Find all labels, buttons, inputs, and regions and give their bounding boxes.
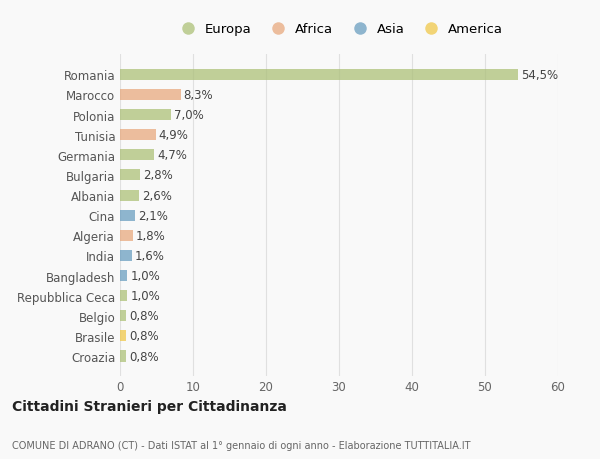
Text: 4,7%: 4,7% <box>157 149 187 162</box>
Text: 1,6%: 1,6% <box>134 249 164 263</box>
Bar <box>120 110 171 121</box>
Text: 0,8%: 0,8% <box>129 350 158 363</box>
Legend: Europa, Africa, Asia, America: Europa, Africa, Asia, America <box>175 23 503 36</box>
Text: 1,0%: 1,0% <box>130 290 160 302</box>
Bar <box>120 90 181 101</box>
Bar <box>120 70 518 81</box>
Text: COMUNE DI ADRANO (CT) - Dati ISTAT al 1° gennaio di ogni anno - Elaborazione TUT: COMUNE DI ADRANO (CT) - Dati ISTAT al 1°… <box>12 440 470 450</box>
Text: 1,0%: 1,0% <box>130 269 160 282</box>
Text: 54,5%: 54,5% <box>521 69 558 82</box>
Bar <box>120 230 133 241</box>
Text: 7,0%: 7,0% <box>174 109 204 122</box>
Text: 0,8%: 0,8% <box>129 310 158 323</box>
Text: 0,8%: 0,8% <box>129 330 158 343</box>
Bar <box>120 250 131 262</box>
Bar <box>120 190 139 201</box>
Bar <box>120 130 156 141</box>
Bar <box>120 270 127 281</box>
Bar <box>120 330 126 341</box>
Bar <box>120 291 127 302</box>
Bar <box>120 311 126 322</box>
Bar <box>120 210 136 221</box>
Bar <box>120 150 154 161</box>
Text: 2,1%: 2,1% <box>138 209 168 222</box>
Text: 2,8%: 2,8% <box>143 169 173 182</box>
Bar <box>120 351 126 362</box>
Text: 4,9%: 4,9% <box>158 129 188 142</box>
Text: 8,3%: 8,3% <box>184 89 213 102</box>
Bar <box>120 170 140 181</box>
Text: 2,6%: 2,6% <box>142 189 172 202</box>
Text: Cittadini Stranieri per Cittadinanza: Cittadini Stranieri per Cittadinanza <box>12 399 287 413</box>
Text: 1,8%: 1,8% <box>136 230 166 242</box>
